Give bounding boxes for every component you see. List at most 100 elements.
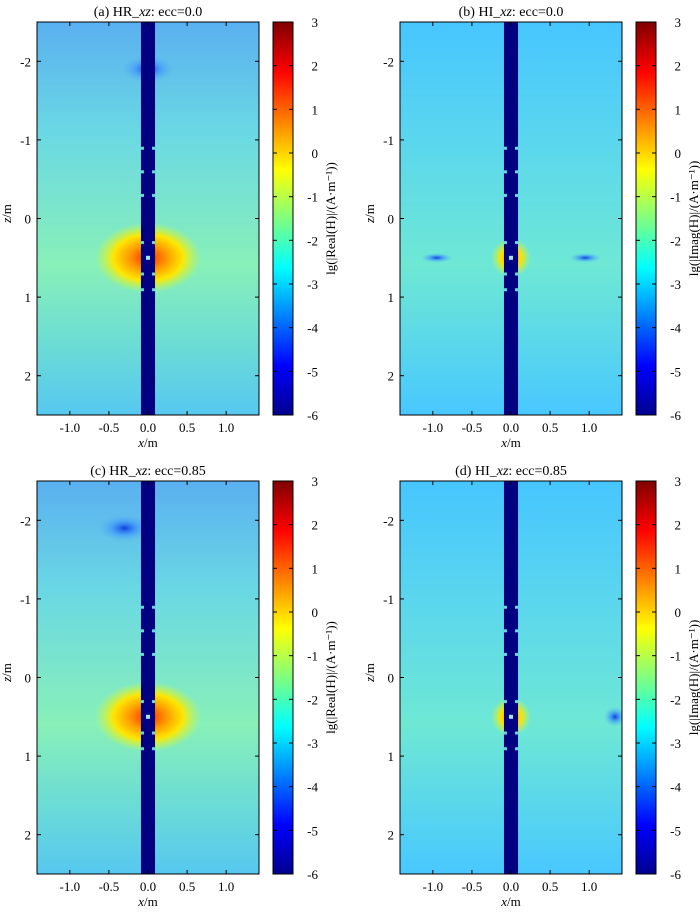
colorbar-tick-label: 1 xyxy=(675,561,682,576)
colorbar-tick-label: 3 xyxy=(312,15,319,30)
colorbar-label: lg(|Imag(H)|/(A·m⁻¹)) xyxy=(686,161,700,277)
x-tick-label: 0.5 xyxy=(542,879,558,894)
x-tick-label: 0.0 xyxy=(140,420,156,435)
column-gap xyxy=(140,193,144,197)
column-gap xyxy=(515,747,519,751)
column-gap xyxy=(515,170,519,174)
colorbar-tick-label: -6 xyxy=(670,867,681,882)
column-gap xyxy=(515,731,519,735)
colorbar-tick-label: 2 xyxy=(675,518,682,533)
y-tick-label: 1 xyxy=(388,290,395,305)
colorbar-tick-label: 1 xyxy=(675,102,682,117)
y-tick-label: 2 xyxy=(388,828,395,843)
x-tick-label: -1.0 xyxy=(60,420,81,435)
column-gap xyxy=(503,747,507,751)
column-gap xyxy=(515,629,519,633)
panel-a: -2 -1 0 1 2 -1.0 -0.5 0.0 0.5 1.0 x/m z/m (a) HR_xz:… xyxy=(0,5,338,450)
column-gap xyxy=(515,272,519,276)
colorbar-tick-label: -2 xyxy=(307,233,318,248)
column-gap xyxy=(503,605,507,609)
y-tick-label: 1 xyxy=(388,749,395,764)
colorbar-tick-label: -1 xyxy=(307,649,318,664)
tool-column xyxy=(503,22,519,415)
colorbar-tick-label: 3 xyxy=(312,474,319,489)
column-gap xyxy=(515,146,519,150)
colorbar-tick-label: 0 xyxy=(312,146,319,161)
column-gap xyxy=(140,652,144,656)
colorbar-tick-label: 1 xyxy=(312,102,319,117)
x-tick-label: -0.5 xyxy=(99,879,120,894)
heatmap xyxy=(400,22,622,415)
column-gap xyxy=(515,241,519,245)
x-tick-label: -0.5 xyxy=(99,420,120,435)
column-gap xyxy=(503,193,507,197)
x-axis-label: x/m xyxy=(137,894,158,909)
colorbar-tick-label: -6 xyxy=(307,408,318,423)
column-gap xyxy=(152,146,156,150)
colorbar-tick-label: 3 xyxy=(675,474,682,489)
tool-column xyxy=(140,481,156,874)
y-tick-label: 0 xyxy=(388,671,395,686)
y-tick-label: -1 xyxy=(20,592,31,607)
colorbar-tick-label: 0 xyxy=(675,146,682,161)
x-tick-label: 1.0 xyxy=(581,420,597,435)
colorbar: 3 2 1 0 -1 -2 -3 -4 -5 -6 lg(|Real(H)|/(A·m⁻¹)) xyxy=(272,474,338,882)
y-tick-label: 2 xyxy=(25,369,32,384)
column-gap xyxy=(140,629,144,633)
colorbar-tick-label: -5 xyxy=(670,823,681,838)
column-gap xyxy=(140,605,144,609)
column-gap xyxy=(140,272,144,276)
colorbar-tick-label: -5 xyxy=(307,364,318,379)
colorbar-tick-label: -3 xyxy=(670,277,681,292)
column-gap xyxy=(140,731,144,735)
y-tick-label: 0 xyxy=(25,671,32,686)
column-gap xyxy=(152,170,156,174)
column-gap xyxy=(503,146,507,150)
y-axis-label: z/m xyxy=(362,204,377,224)
column-gap xyxy=(515,700,519,704)
y-tick-label: -2 xyxy=(20,54,31,69)
column-gap xyxy=(140,700,144,704)
column-gap xyxy=(140,288,144,292)
colorbar-tick-label: -1 xyxy=(307,190,318,205)
column-gap xyxy=(503,170,507,174)
x-tick-label: 0.5 xyxy=(179,879,195,894)
colorbar: 3 2 1 0 -1 -2 -3 -4 -5 -6 lg(|Imag(H)|/(A·m⁻¹)) xyxy=(635,474,700,882)
y-axis-label: z/m xyxy=(0,663,14,683)
x-tick-label: 0.0 xyxy=(503,420,519,435)
colorbar-label: lg(|Imag(H)|/(A·m⁻¹)) xyxy=(686,620,700,736)
source-point xyxy=(146,255,150,260)
colorbar-tick-label: -5 xyxy=(307,823,318,838)
panel-d: -2 -1 0 1 2 -1.0 -0.5 0.0 0.5 1.0 x/m z/m (d) HI_xz:… xyxy=(362,464,700,909)
y-tick-label: 1 xyxy=(25,290,32,305)
colorbar-tick-label: -3 xyxy=(307,736,318,751)
column-gap xyxy=(503,700,507,704)
colorbar-tick-label: -2 xyxy=(670,233,681,248)
colorbar-tick-label: -5 xyxy=(670,364,681,379)
y-tick-label: 2 xyxy=(25,828,32,843)
colorbar-scale xyxy=(272,480,294,875)
x-axis-label: x/m xyxy=(500,435,521,450)
colorbar-tick-label: -2 xyxy=(670,692,681,707)
panel-title: (c) HR_xz: ecc=0.85 xyxy=(90,464,206,479)
colorbar-tick-label: -6 xyxy=(307,867,318,882)
colorbar-tick-label: -3 xyxy=(307,277,318,292)
colorbar-tick-label: -1 xyxy=(670,649,681,664)
source-point xyxy=(146,714,150,719)
y-axis-label: z/m xyxy=(362,663,377,683)
x-axis-label: x/m xyxy=(500,894,521,909)
y-tick-label: 0 xyxy=(25,212,32,227)
colorbar-scale xyxy=(635,21,657,416)
x-tick-label: -1.0 xyxy=(60,879,81,894)
heatmap xyxy=(37,22,259,415)
colorbar-tick-label: 1 xyxy=(312,561,319,576)
panel-b: -2 -1 0 1 2 -1.0 -0.5 0.0 0.5 1.0 x/m z/m (b) HI_xz:… xyxy=(362,5,700,450)
column-gap xyxy=(503,652,507,656)
column-gap xyxy=(152,605,156,609)
colorbar-tick-label: -4 xyxy=(307,321,318,336)
y-axis-label: z/m xyxy=(0,204,14,224)
field-minimum-right xyxy=(603,706,622,727)
column-gap xyxy=(503,241,507,245)
colorbar: 3 2 1 0 -1 -2 -3 -4 -5 -6 lg(|Imag(H)|/(A·m⁻¹)) xyxy=(635,15,700,423)
